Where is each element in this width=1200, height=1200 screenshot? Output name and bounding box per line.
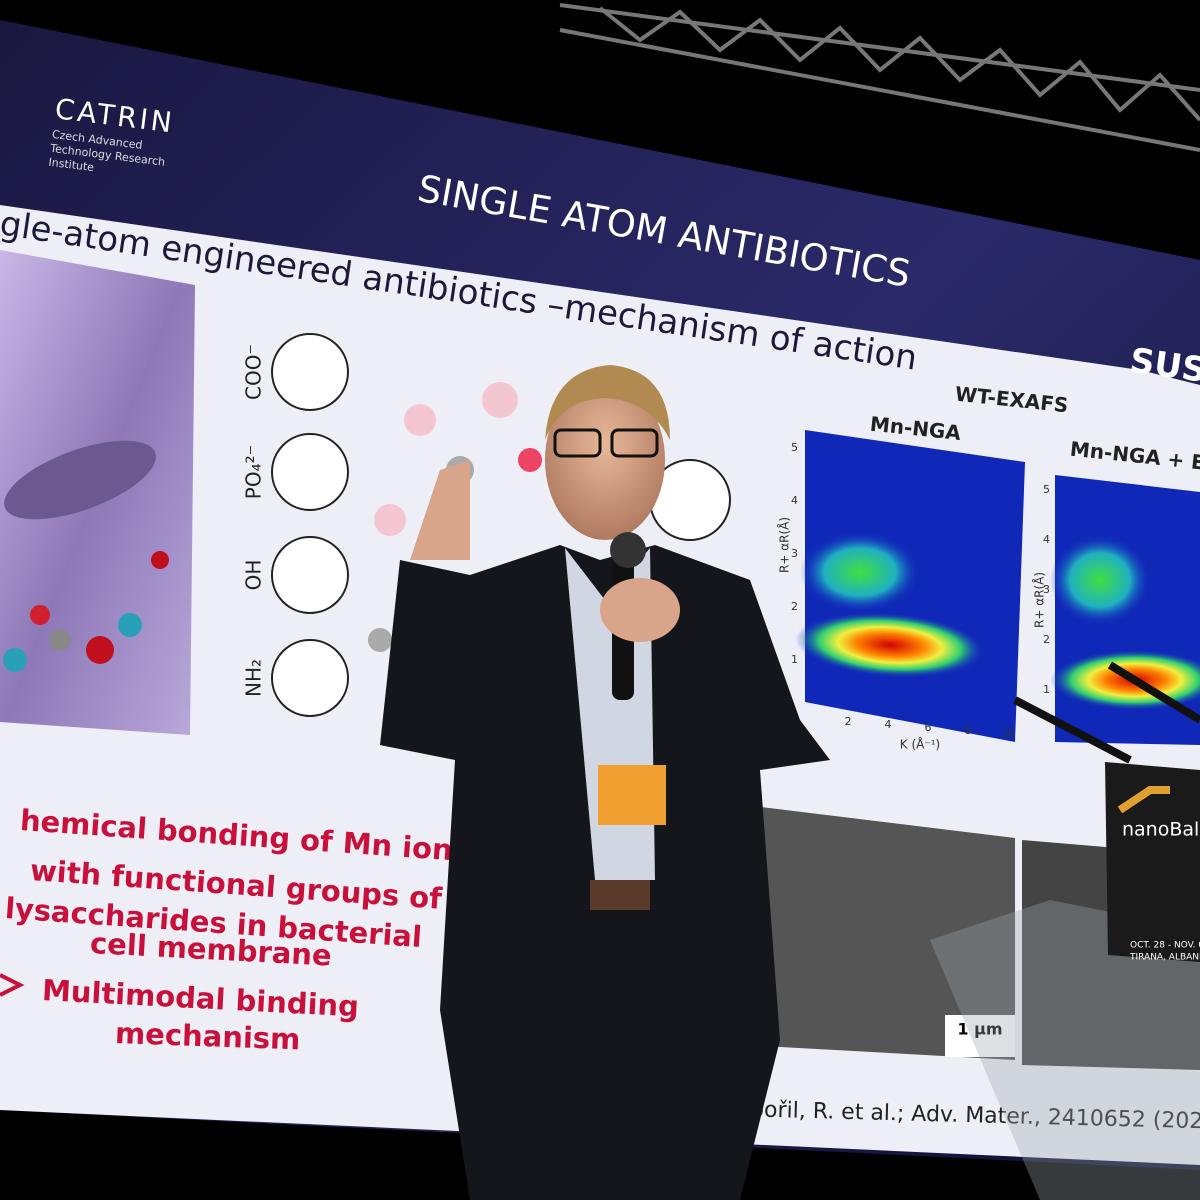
y-tick-label: 2 bbox=[1043, 633, 1050, 646]
heatmap-peak bbox=[800, 532, 920, 612]
y-tick-label: 2 bbox=[791, 600, 798, 613]
lectern-place: TIRANA, ALBANIA bbox=[1129, 953, 1200, 963]
y-axis-label: R+ αR(Å) bbox=[1032, 572, 1047, 628]
lectern-brand: nanoBalka bbox=[1122, 819, 1200, 841]
lectern-glass bbox=[930, 900, 1200, 1200]
microphone bbox=[1107, 661, 1200, 724]
x-axis-label: K (Å⁻¹) bbox=[900, 737, 940, 752]
microphone bbox=[1013, 696, 1132, 764]
group-label: COO⁻ bbox=[242, 344, 266, 400]
bullet-arrow bbox=[0, 973, 25, 997]
x-tick-label: 2 bbox=[845, 715, 852, 728]
sem-image bbox=[745, 805, 1015, 1060]
y-tick-label: 3 bbox=[791, 547, 798, 560]
group-label: PO₄²⁻ bbox=[242, 445, 266, 499]
lectern-panel bbox=[1105, 762, 1200, 962]
y-tick-label: 4 bbox=[791, 494, 798, 507]
y-tick-label: 5 bbox=[1043, 483, 1050, 496]
y-axis-label: R+ αR(Å) bbox=[777, 517, 792, 573]
atoms bbox=[3, 440, 169, 672]
y-tick-label: 3 bbox=[1043, 583, 1050, 596]
x-tick-label: 8 bbox=[965, 724, 972, 737]
y-tick-label: 1 bbox=[791, 653, 798, 666]
group-circles bbox=[271, 333, 349, 717]
speaker bbox=[380, 365, 830, 1200]
y-tick-label: 4 bbox=[1043, 533, 1050, 546]
scale-box bbox=[945, 1015, 1015, 1057]
heatmap-peak bbox=[795, 612, 985, 678]
group-label: NH₂ bbox=[242, 659, 266, 697]
molecule bbox=[368, 382, 731, 652]
y-tick-label: 5 bbox=[791, 441, 798, 454]
y-tick-label: 1 bbox=[1043, 683, 1050, 696]
scale-bar: 1 µm bbox=[957, 1020, 1002, 1039]
lectern-logo bbox=[1117, 786, 1170, 814]
heatmap-peak bbox=[1050, 535, 1150, 625]
group-label: OH bbox=[242, 560, 266, 591]
x-tick-label: 6 bbox=[925, 721, 932, 734]
institute-line: Institute bbox=[48, 156, 95, 174]
lectern-dates: OCT. 28 - NOV. 0 bbox=[1130, 941, 1200, 951]
truss bbox=[559, 3, 1200, 152]
x-tick-label: 10 bbox=[1001, 727, 1015, 740]
x-tick-label: 4 bbox=[885, 718, 892, 731]
bullet-line: mechanism bbox=[114, 1016, 300, 1056]
